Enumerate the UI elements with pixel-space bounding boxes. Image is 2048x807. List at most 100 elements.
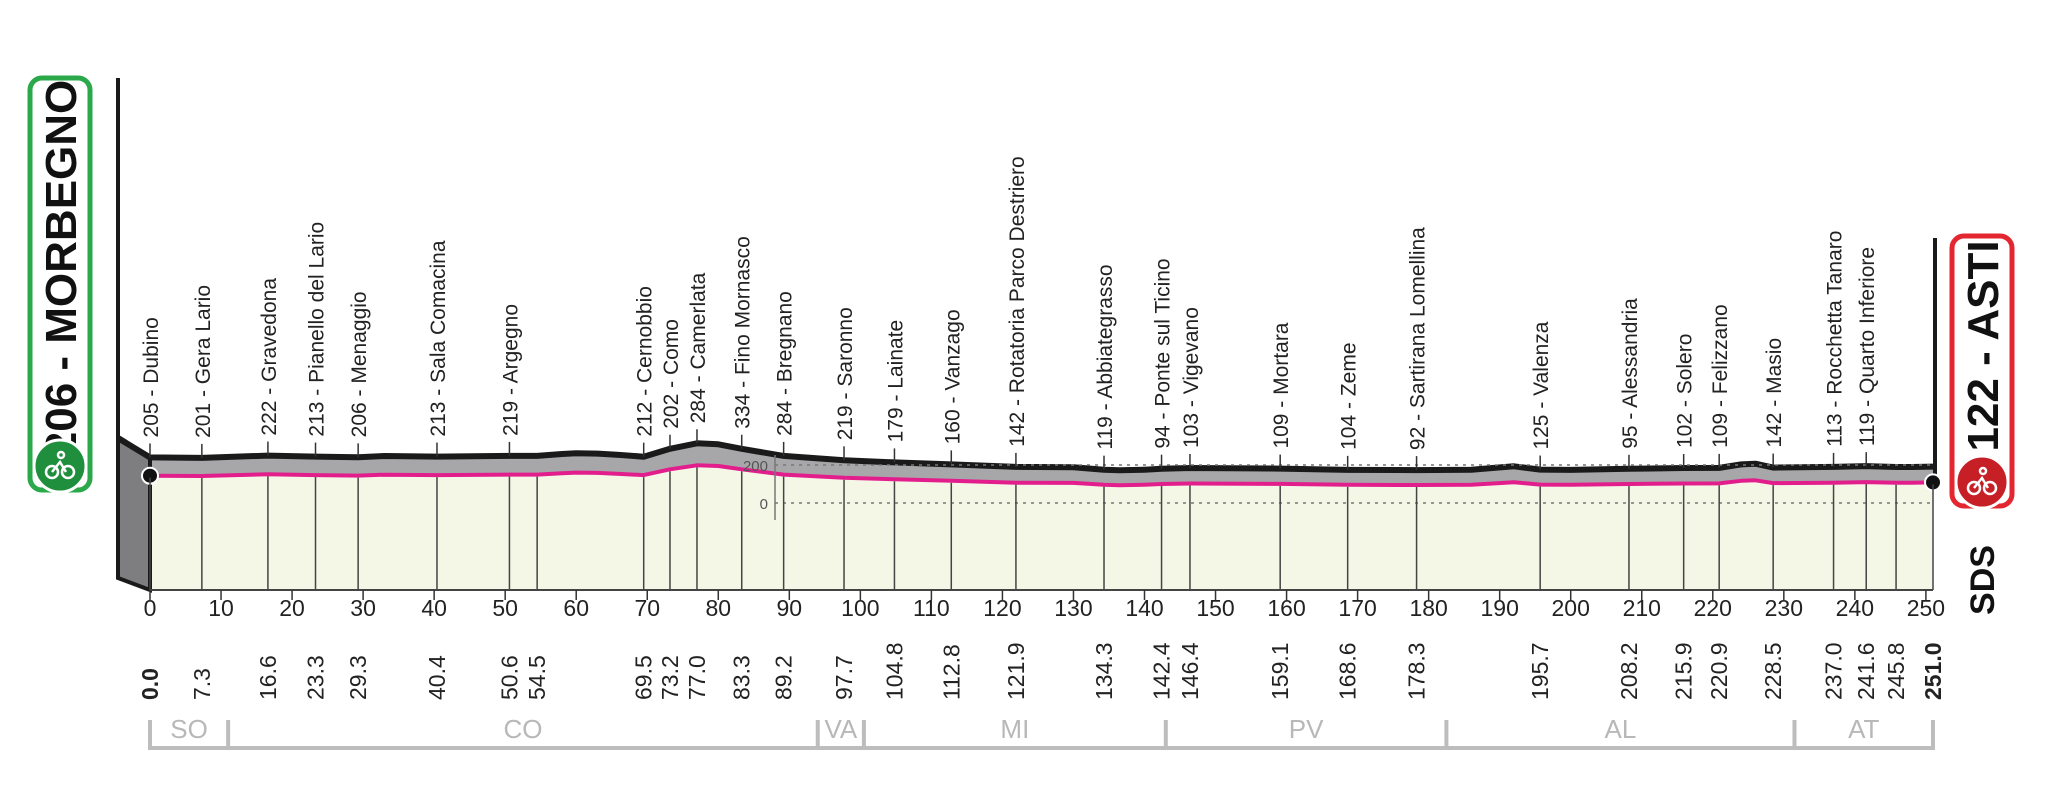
waypoint-label: 119 - Quarto Inferiore [1856, 247, 1879, 446]
x-tick-label: 10 [208, 595, 234, 621]
distance-label: 77.0 [684, 655, 710, 700]
x-tick-label: 0 [144, 595, 157, 621]
distance-label: 16.6 [255, 655, 281, 700]
distance-label: 208.2 [1616, 642, 1642, 700]
x-tick-label: 60 [563, 595, 589, 621]
x-tick-label: 40 [421, 595, 447, 621]
x-tick-label: 210 [1623, 595, 1661, 621]
silhouette-outline [116, 435, 1934, 474]
distance-label: 50.6 [496, 655, 522, 700]
distance-label: 7.3 [189, 668, 215, 700]
elevation-line [149, 463, 1934, 488]
waypoint-label: 95 - Alessandria [1619, 298, 1642, 449]
waypoint-label: 212 - Cernobbio [634, 286, 657, 437]
left-face [116, 434, 152, 593]
distance-label: 112.8 [938, 644, 964, 700]
distance-label: 159.1 [1267, 642, 1293, 700]
finish-cyclist-icon [1954, 454, 2010, 510]
waypoint-label: 206 - Menaggio [348, 291, 371, 437]
x-tick-label: 140 [1125, 595, 1163, 621]
distance-label: 251.0 [1920, 642, 1946, 700]
waypoint-markers: 205 - Dubino 201 - Gera Lario 222 - Graved… [140, 156, 1934, 590]
distance-label: 29.3 [345, 655, 371, 700]
distance-label: 220.9 [1706, 642, 1732, 700]
start-cyclist-icon [32, 438, 88, 494]
x-tick-label: 50 [492, 595, 518, 621]
distance-labels: 0.0 7.3 16.6 23.3 29.3 40.4 50.6 54.5 69.5 73.2 77… [137, 642, 1946, 700]
x-tick-label: 190 [1480, 595, 1518, 621]
waypoint-label: 201 - Gera Lario [192, 285, 215, 438]
distance-label: 228.5 [1760, 642, 1786, 700]
x-tick-label: 240 [1836, 595, 1874, 621]
distance-label: 23.3 [303, 655, 329, 700]
distance-label: 89.2 [771, 655, 797, 700]
province-label: AT [1848, 714, 1879, 744]
x-tick-label: 170 [1338, 595, 1376, 621]
distance-label: 134.3 [1091, 642, 1117, 700]
x-tick-label: 160 [1267, 595, 1305, 621]
waypoint-label: 142 - Masio [1763, 338, 1786, 448]
finish-cyclist-glyph [1966, 466, 1998, 496]
waypoint-label: 119 - Abbiategrasso [1094, 264, 1117, 449]
elev-tick-label: 200 [743, 458, 768, 475]
province-label: SO [170, 714, 208, 744]
waypoint-label: 219 - Argegno [499, 304, 522, 436]
province-bar: SO CO VA MI PV AL AT [148, 714, 1935, 750]
x-tick-label: 200 [1552, 595, 1590, 621]
distance-label: 142.4 [1149, 642, 1175, 700]
distance-label: 0.0 [137, 668, 163, 700]
distance-label: 104.8 [881, 642, 907, 700]
x-tick-label: 250 [1907, 595, 1945, 621]
start-badge: 206 - MORBEGNO [27, 75, 93, 494]
x-tick-label: 90 [777, 595, 803, 621]
waypoint-label: 142 - Rotatoria Parco Destriero [1006, 156, 1029, 447]
brand-logo: SDS [1964, 545, 2002, 615]
waypoint-label: 222 - Gravedona [258, 278, 281, 436]
x-tick-label: 120 [983, 595, 1021, 621]
province-label: CO [503, 714, 542, 744]
waypoint-label: 334 - Fino Mornasco [732, 236, 755, 429]
waypoint-label: 213 - Sala Comacina [427, 240, 450, 436]
waypoint-label: 284 - Camerlata [687, 272, 710, 423]
x-tick-label: 30 [350, 595, 376, 621]
distance-label: 168.6 [1335, 642, 1361, 700]
distance-label: 195.7 [1527, 642, 1553, 700]
waypoint-label: 92 - Sartirana Lomellina [1407, 227, 1430, 450]
waypoint-label: 179 - Lainate [884, 320, 907, 443]
x-axis-ticks: 0 10 20 30 40 50 60 70 80 90 100 110 120 130 140 150 160… [144, 590, 1945, 621]
waypoint-label: 109 - Felizzano [1709, 304, 1732, 448]
waypoint-label: 125 - Valenza [1530, 321, 1553, 449]
distance-label: 245.8 [1883, 642, 1909, 700]
x-tick-label: 130 [1054, 595, 1092, 621]
x-tick-label: 100 [841, 595, 879, 621]
waypoint-label: 94 - Ponte sul Ticino [1152, 258, 1175, 448]
finish-badge: 122 - ASTI [1949, 233, 2015, 510]
start-label: 206 - MORBEGNO [37, 80, 86, 457]
waypoint-label: 103 - Vigevano [1180, 307, 1203, 448]
waypoint-label: 219 - Saronno [834, 307, 857, 440]
elev-tick-label: 0 [760, 496, 768, 513]
x-tick-label: 220 [1694, 595, 1732, 621]
waypoint-label: 284 - Bregnano [774, 291, 797, 436]
x-tick-label: 230 [1765, 595, 1803, 621]
distance-label: 40.4 [424, 655, 450, 700]
distance-label: 83.3 [729, 655, 755, 700]
distance-label: 54.5 [524, 655, 550, 700]
distance-label: 237.0 [1821, 642, 1847, 700]
waypoint-label: 202 - Como [660, 319, 683, 429]
profile-body [116, 434, 1934, 593]
distance-label: 121.9 [1003, 642, 1029, 700]
distance-label: 215.9 [1671, 642, 1697, 700]
distance-label: 241.6 [1853, 642, 1879, 700]
x-tick-label: 80 [705, 595, 731, 621]
province-label: MI [1000, 714, 1029, 744]
distance-label: 69.5 [631, 655, 657, 700]
x-tick-label: 110 [913, 595, 950, 621]
start-cyclist-glyph [44, 450, 76, 480]
waypoint-label: 109 - Mortara [1270, 322, 1293, 448]
waypoint-label: 104 - Zeme [1338, 342, 1361, 449]
waypoint-label: 160 - Vanzago [941, 309, 964, 444]
province-label: AL [1605, 714, 1637, 744]
